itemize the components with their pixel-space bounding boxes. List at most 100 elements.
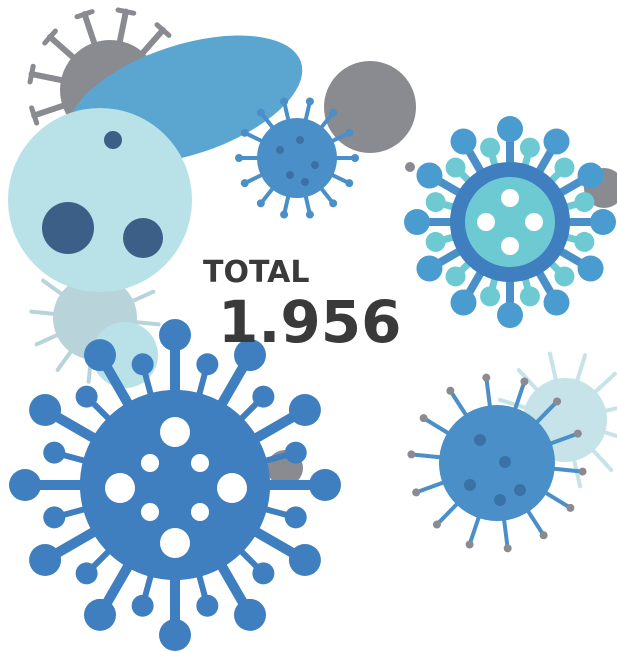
virus-knob [420, 414, 428, 422]
virus-knob [9, 469, 41, 501]
virus-knob [257, 109, 265, 117]
virus-dot [191, 454, 209, 472]
illustration: TOTAL 1.956 [0, 0, 617, 652]
virus-knob [76, 562, 98, 584]
virus-knob [235, 154, 243, 162]
cell-dot [123, 218, 163, 258]
virus-knob [29, 394, 61, 426]
virus-knob [84, 339, 116, 371]
virus-knob [554, 158, 574, 178]
virus-knob [329, 109, 337, 117]
virus-knob [497, 116, 523, 142]
virus-dot [160, 417, 190, 447]
virus-knob [407, 450, 415, 458]
virus-dot [217, 473, 247, 503]
virus-dot [141, 454, 159, 472]
virus-tip [30, 66, 33, 82]
virus-knob [84, 599, 116, 631]
virus-dot [160, 528, 190, 558]
virus-knob [520, 138, 540, 158]
virus-knob [285, 442, 307, 464]
virus-dot [105, 473, 135, 503]
virus-knob [578, 256, 604, 282]
virus-knob [196, 595, 218, 617]
virus-knob [280, 97, 288, 105]
virus-dot [501, 189, 519, 207]
virus-knob [497, 302, 523, 328]
virus-knob [280, 211, 288, 219]
virus-knob [574, 232, 594, 252]
virus-knob [285, 506, 307, 528]
virus-knob [43, 442, 65, 464]
virus-knob [544, 128, 570, 154]
virus-knob [241, 129, 249, 137]
virus-knob [345, 129, 353, 137]
virus-knob [234, 599, 266, 631]
gray-dot [405, 162, 415, 172]
virus-knob [416, 256, 442, 282]
virus-dot [301, 178, 309, 186]
total-value: 1.956 [218, 288, 401, 356]
virus-knob [76, 386, 98, 408]
cell-dot [42, 202, 94, 254]
virus-knob [345, 179, 353, 187]
total-label: TOTAL [203, 255, 309, 290]
virus-knob [159, 619, 191, 651]
virus-knob [132, 595, 154, 617]
virus-knob [159, 319, 191, 351]
virus-body [257, 118, 337, 198]
virus-knob [416, 163, 442, 189]
virus-knob [289, 544, 321, 576]
virus-dot [276, 146, 284, 154]
virus-knob [241, 179, 249, 187]
virus-dot [296, 136, 304, 144]
virus-knob [566, 504, 574, 512]
virus-knob [504, 544, 512, 552]
virus-dot [525, 213, 543, 231]
virus-knob [252, 562, 274, 584]
virus-knob [306, 97, 314, 105]
page: TOTAL 1.956 (() => { const data = JSON.p… [0, 0, 617, 652]
virus-knob [289, 394, 321, 426]
virus-dot [514, 484, 526, 496]
virus-knob [574, 430, 582, 438]
virus-knob [574, 192, 594, 212]
virus-dot [477, 213, 495, 231]
virus-knob [446, 387, 454, 395]
virus-knob [466, 541, 474, 549]
virus-knob [482, 374, 490, 382]
virus-dot [501, 237, 519, 255]
virus-dot [474, 434, 486, 446]
virus-knob [257, 199, 265, 207]
virus-dot [286, 171, 294, 179]
virus-knob [451, 290, 477, 316]
cell-dot [104, 131, 122, 149]
virus-knob [446, 158, 466, 178]
virus-knob [426, 192, 446, 212]
virus-knob [578, 163, 604, 189]
virus-knob [43, 506, 65, 528]
virus-tip [32, 108, 37, 123]
virus-knob [426, 232, 446, 252]
virus-knob [29, 544, 61, 576]
foreground-decor [9, 319, 617, 651]
virus-knob [579, 468, 587, 476]
virus-knob [554, 266, 574, 286]
virus-dot [191, 503, 209, 521]
virus-tip [77, 12, 92, 17]
cell [8, 108, 192, 292]
virus-dot [311, 161, 319, 169]
virus-knob [196, 353, 218, 375]
virus-knob [306, 211, 314, 219]
virus-knob [433, 521, 441, 529]
virus-knob [351, 154, 359, 162]
virus-knob [132, 353, 154, 375]
virus-knob [309, 469, 341, 501]
virus-knob [480, 286, 500, 306]
virus-knob [544, 290, 570, 316]
virus-knob [480, 138, 500, 158]
virus-knob [412, 488, 420, 496]
virus-knob [540, 531, 548, 539]
virus-dot [141, 503, 159, 521]
virus-knob [252, 386, 274, 408]
